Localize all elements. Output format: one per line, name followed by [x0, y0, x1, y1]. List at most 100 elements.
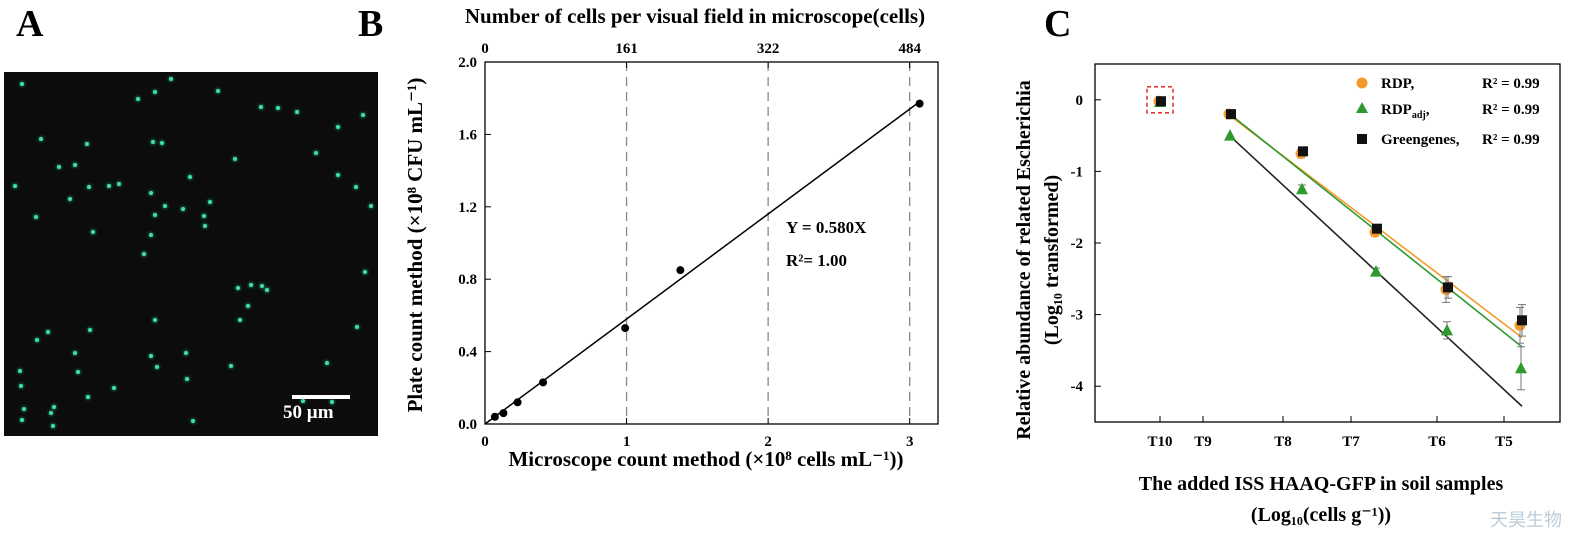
scale-bar	[292, 395, 350, 399]
x-tick-label: T6	[1428, 434, 1446, 450]
fluorescent-cell	[325, 361, 330, 366]
fluorescent-cell	[295, 109, 300, 114]
watermark: 天昊生物	[1490, 510, 1562, 531]
x-tick-label: T7	[1342, 434, 1360, 450]
x-axis-title-line2: (Log₁₀(cells g⁻¹))	[1251, 504, 1391, 526]
fluorescent-cell	[249, 283, 254, 288]
panel-a-letter: A	[16, 3, 44, 45]
fluorescent-cell	[245, 303, 250, 308]
data-point	[676, 266, 685, 275]
fluorescent-cell	[45, 330, 50, 335]
greengenes-data-point	[1443, 282, 1453, 293]
x-tick-label: 2	[764, 434, 772, 450]
x-tick-label: 1	[623, 434, 631, 450]
fluorescent-cell	[228, 364, 233, 369]
fluorescent-cell	[148, 353, 153, 358]
data-point	[490, 412, 499, 421]
fluorescent-cell	[258, 104, 263, 109]
fluorescent-cell	[86, 395, 91, 400]
fluorescent-cell	[148, 232, 153, 237]
fluorescent-cell	[335, 172, 340, 177]
fluorescent-cell	[314, 151, 319, 156]
top-tick-label: 484	[898, 41, 921, 57]
fluorescent-cell	[208, 199, 213, 204]
y-tick-label: 0.8	[458, 272, 477, 288]
data-point	[539, 378, 548, 387]
legend-label-rdp: RDP,	[1381, 76, 1414, 92]
fluorescent-cell	[185, 377, 190, 382]
y-axis-title: Relative abundance of related Escherichi…	[1013, 80, 1035, 440]
fluorescent-cell	[236, 286, 241, 291]
fluorescent-cell	[18, 384, 23, 389]
fluorescent-cell	[184, 350, 189, 355]
greengenes-data-point	[1226, 109, 1236, 120]
y-tick-label: -3	[1071, 308, 1084, 324]
x-tick-label: 3	[906, 434, 914, 450]
fluorescent-cell	[51, 405, 56, 410]
fit-equation: Y = 0.580X	[786, 218, 867, 237]
legend-marker-greengenes	[1357, 134, 1367, 144]
data-point	[915, 99, 924, 108]
y-tick-label: 0.0	[458, 417, 477, 433]
panel-b-chart: Number of cells per visual field in micr…	[403, 4, 939, 471]
fluorescent-cell	[190, 418, 195, 423]
legend-marker-rdp-adj	[1356, 102, 1368, 113]
greengenes-data-point	[1298, 146, 1308, 157]
fluorescent-cell	[155, 365, 160, 370]
fluorescent-cell	[202, 223, 207, 228]
fluorescent-cell	[260, 283, 265, 288]
fluorescent-cell	[73, 162, 78, 167]
fluorescent-cell	[107, 184, 112, 189]
legend-r-squared: R² = 0.99	[1482, 102, 1540, 118]
fluorescent-cell	[329, 399, 334, 404]
fluorescent-cell	[87, 328, 92, 333]
fluorescent-cell	[117, 181, 122, 186]
legend-label-rdp-adj: RDPadj,	[1381, 102, 1430, 121]
fluorescent-cell	[85, 141, 90, 146]
y-tick-label: 0.4	[458, 345, 477, 361]
top-axis-title: Number of cells per visual field in micr…	[465, 4, 925, 28]
rdp-adj-data-point	[1224, 129, 1236, 141]
fluorescent-cell	[168, 76, 173, 81]
y-axis-title: Plate count method (×10⁸ CFU mL⁻¹)	[403, 78, 427, 413]
fit-line	[484, 101, 921, 425]
fluorescent-cell	[112, 385, 117, 390]
y-tick-label: 1.6	[458, 127, 477, 143]
scale-bar-label: 50 µm	[283, 402, 334, 423]
greengenes-data-point	[1517, 315, 1527, 326]
fluorescent-cell	[57, 165, 62, 170]
legend-marker-rdp	[1356, 77, 1368, 89]
y-tick-label: 0	[1076, 93, 1084, 109]
fluorescent-cell	[22, 407, 27, 412]
rdp-adj-data-point	[1515, 361, 1527, 374]
y-axis-title-line2: (Log₁₀ transformed)	[1041, 175, 1063, 345]
data-point	[621, 324, 630, 333]
legend-label-greengenes: Greengenes,	[1381, 132, 1460, 148]
fluorescent-cell	[233, 157, 238, 162]
fluorescent-cell	[369, 203, 374, 208]
legend-r-squared: R² = 0.99	[1482, 132, 1540, 148]
x-tick-label: T5	[1495, 434, 1513, 450]
panel-c-letter: C	[1044, 3, 1072, 45]
greengenes-data-point	[1372, 223, 1382, 234]
fluorescent-cell	[149, 191, 153, 196]
top-tick-label: 0	[481, 41, 489, 57]
fluorescent-cell	[152, 90, 157, 95]
fluorescent-cell	[73, 350, 78, 355]
y-tick-label: 2.0	[458, 55, 477, 71]
legend-r-squared: R² = 0.99	[1482, 76, 1540, 92]
fluorescent-cell	[215, 88, 220, 93]
fluorescent-cell	[153, 318, 158, 323]
fluorescent-cell	[141, 252, 146, 257]
fluorescent-cell	[17, 368, 22, 373]
fluorescent-cell	[153, 213, 158, 218]
fluorescent-cell	[86, 184, 91, 189]
data-point	[513, 398, 522, 407]
top-tick-label: 161	[615, 41, 638, 57]
fluorescent-cell	[362, 269, 367, 274]
fluorescent-cell	[335, 124, 340, 129]
fluorescent-cell	[360, 112, 365, 117]
x-tick-label: T8	[1274, 434, 1292, 450]
y-tick-label: 1.2	[458, 200, 477, 216]
top-tick-label: 322	[757, 41, 780, 57]
